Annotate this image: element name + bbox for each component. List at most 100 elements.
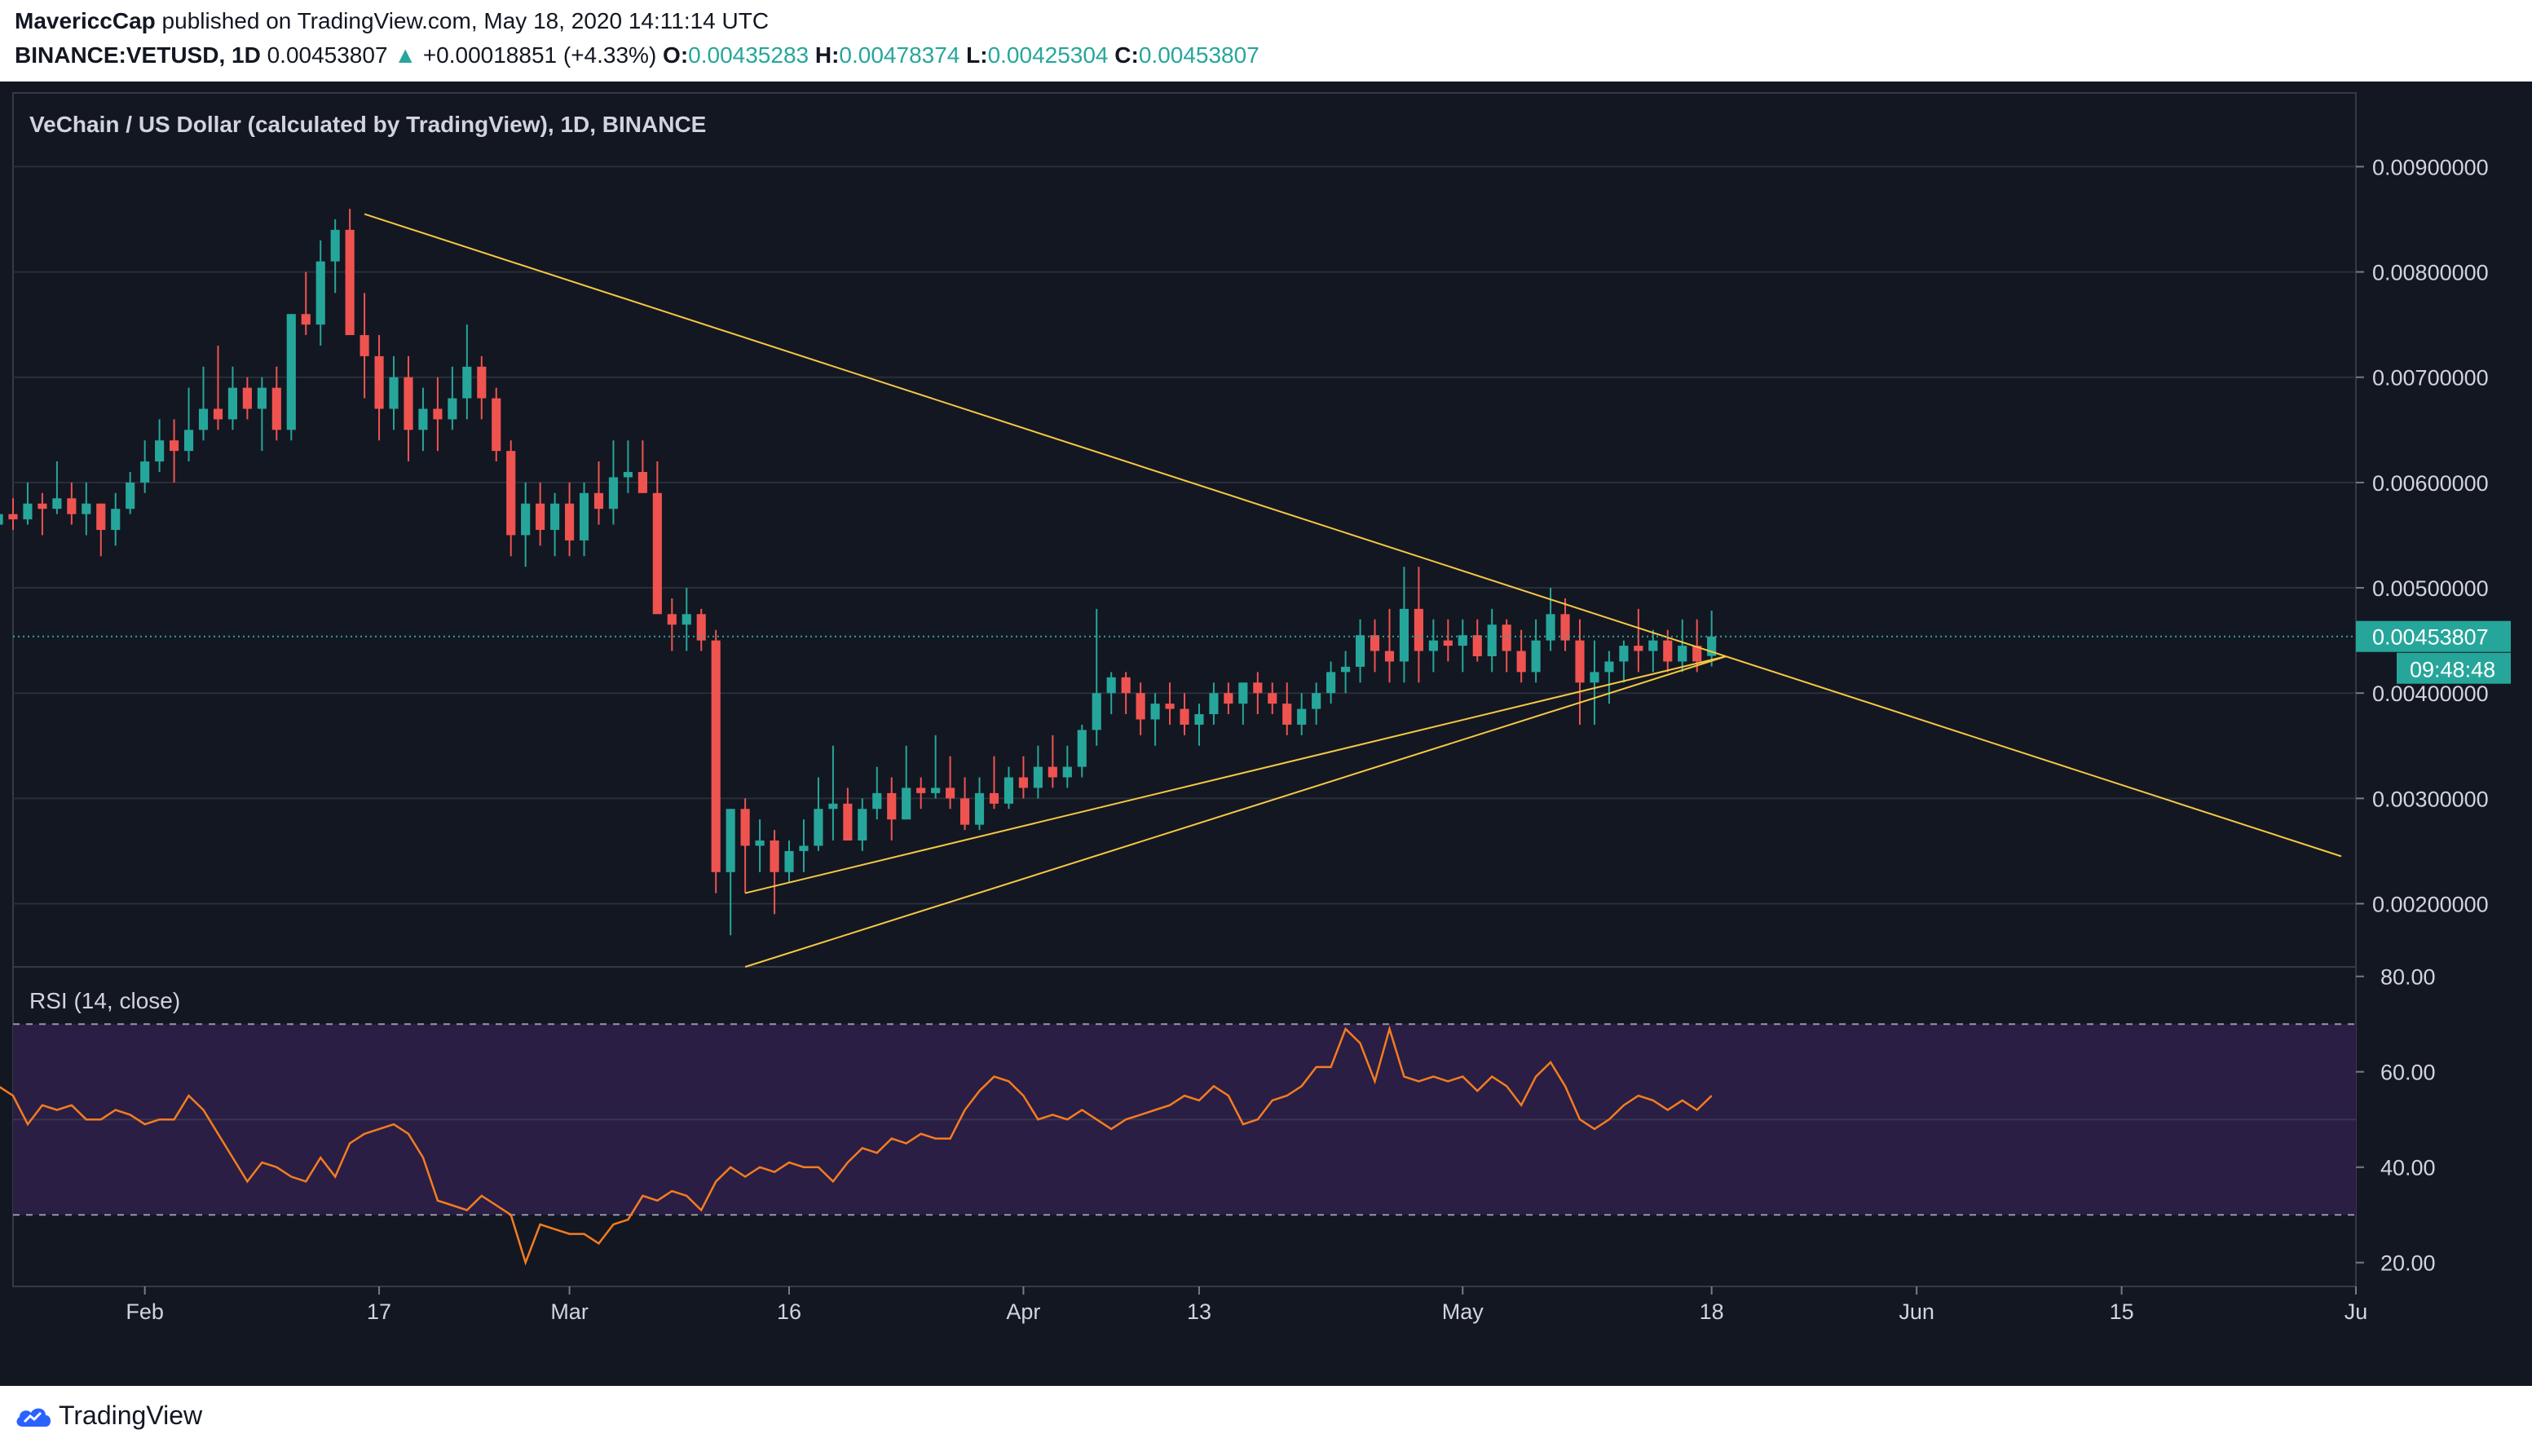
axes-group: 0.00900000 0.00800000 0.00700000 0.00600000…	[13, 155, 2511, 1324]
rsi-tick-label: 20.00	[2380, 1251, 2436, 1276]
candle-body	[1531, 640, 1541, 673]
price-tick-label: 0.00800000	[2372, 261, 2489, 285]
candle-body	[828, 803, 838, 810]
candle-body	[506, 451, 516, 536]
trendline-support-lower	[744, 655, 1727, 968]
price-tick-label: 0.00400000	[2372, 682, 2489, 706]
rsi-series-line	[0, 1025, 1713, 1266]
candle-body	[1590, 672, 1599, 683]
candle-body	[477, 366, 487, 399]
low-value: 0.00425304	[987, 42, 1109, 68]
candle-body	[227, 387, 238, 420]
price-pane[interactable]	[12, 92, 2357, 968]
candle-body	[652, 492, 662, 615]
rsi-group	[0, 1025, 1713, 1266]
time-tick-label: Ju	[2345, 1299, 2368, 1324]
candle-body	[550, 503, 560, 530]
candle-body	[1619, 646, 1629, 662]
candle-body	[1648, 640, 1658, 651]
candle-body	[784, 850, 794, 872]
candle-body	[1268, 693, 1277, 704]
candle-body	[1062, 766, 1072, 778]
candle-body	[1370, 635, 1380, 651]
tradingview-cloud-icon	[16, 1408, 51, 1427]
candle-body	[916, 788, 926, 793]
candle-body	[1399, 608, 1409, 662]
candle-body	[345, 229, 355, 336]
candle-body	[1018, 777, 1028, 788]
candle-body	[1106, 677, 1116, 694]
candle-body	[389, 377, 399, 409]
chart-canvas[interactable]: 0.00900000 0.00800000 0.00700000 0.00600000…	[0, 82, 2532, 1386]
price-tick-label: 0.00500000	[2372, 576, 2489, 601]
price-tick-label: 0.00900000	[2372, 155, 2489, 179]
candle-body	[67, 498, 77, 514]
candle-body	[23, 503, 33, 520]
ohlc-header: BINANCE:VETUSD, 1D 0.00453807 ▲ +0.00018…	[15, 42, 1259, 68]
candle-body	[974, 792, 985, 825]
candle-body	[696, 614, 706, 641]
close-value: 0.00453807	[1138, 42, 1259, 68]
last-price: 0.00453807	[267, 42, 388, 68]
time-tick-label: 15	[2110, 1299, 2134, 1324]
open-label: O:	[663, 42, 689, 68]
candle-body	[1443, 640, 1453, 646]
candle-body	[959, 798, 970, 825]
candle-body	[1224, 693, 1233, 704]
candle-body	[682, 614, 691, 625]
close-label: C:	[1114, 42, 1139, 68]
publish-date: published on TradingView.com, May 18, 20…	[161, 8, 770, 33]
candle-body	[1575, 640, 1585, 683]
price-tick-label: 0.00300000	[2372, 787, 2489, 811]
candle-body	[1180, 708, 1189, 725]
time-tick-label: May	[1442, 1299, 1484, 1324]
candle-body	[1194, 714, 1204, 725]
candle-body	[521, 503, 531, 536]
countdown-badge	[2397, 652, 2511, 684]
candle-body	[418, 408, 428, 430]
candle-body	[1355, 635, 1365, 667]
candle-body	[1634, 646, 1643, 651]
high-label: H:	[814, 42, 840, 68]
candle-body	[1384, 651, 1395, 662]
candle-body	[8, 514, 18, 520]
candle-body	[1560, 614, 1570, 641]
last-price-badge-label: 0.00453807	[2372, 625, 2489, 650]
candle-body	[579, 492, 589, 540]
candle-body	[1282, 704, 1292, 725]
candle-body	[1341, 666, 1351, 673]
candle-body	[843, 803, 853, 841]
candle-body	[155, 440, 165, 462]
brand-name: TradingView	[59, 1401, 203, 1430]
candle-body	[1678, 646, 1687, 662]
tradingview-logo[interactable]: TradingView	[15, 1401, 202, 1431]
author-name[interactable]: MavericcCap	[15, 8, 156, 33]
candle-body	[0, 514, 3, 525]
candle-body	[96, 503, 106, 530]
candle-body	[637, 471, 647, 493]
candle-body	[1165, 704, 1175, 709]
candle-body	[608, 477, 619, 510]
time-tick-label: Feb	[126, 1299, 164, 1324]
price-tick-label: 0.00700000	[2372, 366, 2489, 390]
candle-body	[1048, 766, 1057, 778]
high-value: 0.00478374	[839, 42, 960, 68]
time-tick-label: 17	[367, 1299, 391, 1324]
candle-body	[242, 387, 252, 409]
candle-body	[374, 355, 384, 409]
candle-body	[213, 408, 223, 420]
candle-body	[1502, 624, 1511, 651]
candle-body	[755, 841, 765, 846]
rsi-title: RSI (14, close)	[29, 988, 180, 1013]
candle-body	[111, 509, 121, 530]
symbol-label: BINANCE:VETUSD, 1D	[15, 42, 261, 68]
candle-body	[198, 408, 209, 430]
candle-body	[814, 809, 823, 846]
candle-body	[858, 809, 867, 841]
candle-body	[140, 461, 150, 483]
grid-group	[13, 165, 2356, 905]
candle-body	[1472, 635, 1482, 656]
candle-body	[1516, 651, 1526, 673]
price-change: +0.00018851 (+4.33%)	[422, 42, 657, 68]
candle-body	[1297, 708, 1307, 725]
